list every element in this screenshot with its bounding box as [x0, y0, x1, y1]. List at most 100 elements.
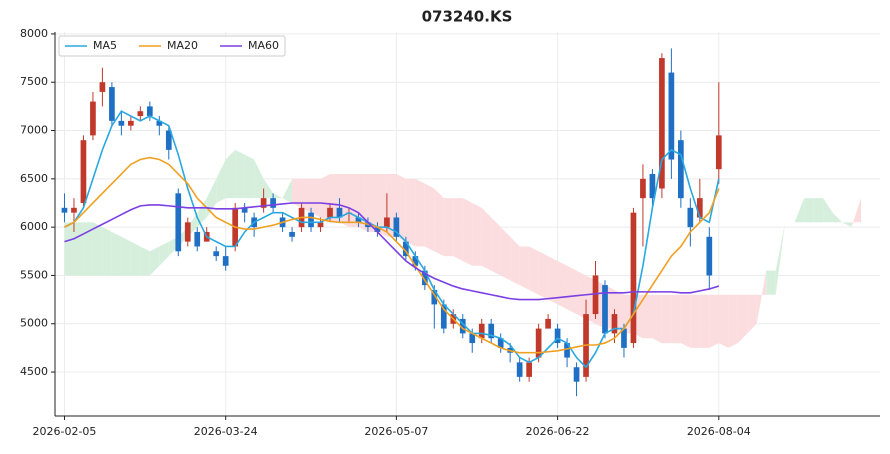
candle-body — [241, 207, 248, 213]
cloud — [149, 246, 160, 276]
candle-body — [61, 207, 68, 213]
x-tick-label: 2026-03-24 — [194, 425, 258, 438]
candle-body — [564, 343, 570, 358]
x-tick-label: 2026-08-04 — [687, 425, 751, 438]
candle-body — [545, 318, 551, 329]
cloud — [130, 241, 141, 276]
candle-body — [137, 111, 144, 117]
cloud — [652, 294, 662, 344]
x-tick-label: 2026-06-22 — [526, 425, 590, 438]
candle-body — [421, 270, 428, 286]
candle-body — [678, 140, 684, 199]
cloud — [699, 294, 710, 348]
candle-body — [308, 212, 314, 228]
candle-body — [99, 82, 106, 92]
candle-body — [488, 323, 495, 339]
cloud — [367, 174, 378, 232]
cloud — [254, 159, 264, 199]
y-tick-label: 5000 — [20, 317, 48, 330]
candle-body — [687, 207, 694, 228]
candle-body — [573, 367, 580, 382]
cloud — [709, 294, 719, 348]
cloud — [548, 256, 558, 305]
candle-body — [668, 72, 675, 160]
candle-body — [317, 222, 324, 228]
candle-body — [403, 241, 409, 257]
candle-body — [80, 140, 87, 203]
cloud — [510, 236, 520, 286]
candle-body — [440, 304, 447, 329]
y-tick-label: 5500 — [20, 268, 48, 281]
candle-body — [640, 178, 646, 199]
cloud — [121, 236, 131, 276]
cloud — [434, 188, 444, 257]
cloud — [794, 198, 805, 223]
candle-body — [289, 231, 295, 237]
candle-body — [336, 207, 343, 218]
cloud — [823, 198, 833, 223]
cloud — [718, 294, 729, 348]
cloud — [529, 246, 539, 295]
x-tick-label: 2026-02-05 — [33, 425, 97, 438]
candle-body — [165, 130, 172, 150]
cloud — [64, 222, 74, 276]
candle-body — [146, 106, 153, 117]
candle-body — [535, 328, 542, 358]
cloud — [311, 178, 321, 218]
candle-body — [696, 198, 703, 218]
cloud — [102, 227, 112, 276]
candle-body — [554, 328, 561, 344]
cloud — [775, 222, 786, 295]
cloud — [813, 198, 824, 223]
candle-body — [260, 198, 267, 208]
y-tick-label: 7500 — [20, 75, 48, 88]
candle-body — [621, 328, 627, 348]
y-tick-label: 7000 — [20, 124, 48, 137]
chart-title: 073240.KS — [422, 8, 513, 26]
candle-body — [526, 362, 532, 377]
cloud — [842, 222, 852, 228]
candle-body — [194, 231, 201, 247]
candle-body — [355, 217, 362, 223]
candle-body — [270, 198, 276, 208]
cloud — [263, 178, 274, 199]
cloud — [832, 212, 843, 223]
y-tick-label: 6000 — [20, 220, 48, 233]
cloud — [111, 231, 122, 276]
candle-body — [469, 333, 476, 344]
ma-line — [64, 202, 720, 301]
cloud — [415, 178, 425, 247]
candle-body — [516, 362, 523, 377]
cloud — [453, 198, 463, 261]
legend-box — [58, 35, 286, 57]
cloud — [92, 222, 103, 276]
cloud — [443, 198, 454, 257]
candle-body — [715, 135, 722, 170]
candle-body — [184, 222, 191, 242]
cloud — [567, 265, 577, 315]
cloud — [737, 294, 748, 344]
ma-line — [64, 156, 720, 354]
y-tick-label: 8000 — [20, 27, 48, 40]
cloud — [273, 193, 283, 199]
cloud — [83, 222, 93, 276]
cloud — [642, 294, 653, 339]
candle-body — [630, 212, 637, 344]
candle-body — [213, 251, 220, 257]
candle-body — [602, 285, 608, 334]
cloud — [500, 227, 511, 281]
candle-body — [431, 289, 438, 305]
candle-body — [222, 256, 229, 266]
candle-body — [497, 338, 504, 348]
cloud — [756, 270, 767, 324]
cloud — [728, 294, 738, 348]
candle-body — [592, 275, 599, 315]
cloud — [766, 270, 776, 295]
cloud — [301, 178, 312, 213]
candle-body — [459, 318, 466, 334]
candle-body — [393, 217, 400, 237]
candle-body — [118, 120, 125, 126]
cloud — [557, 260, 568, 310]
